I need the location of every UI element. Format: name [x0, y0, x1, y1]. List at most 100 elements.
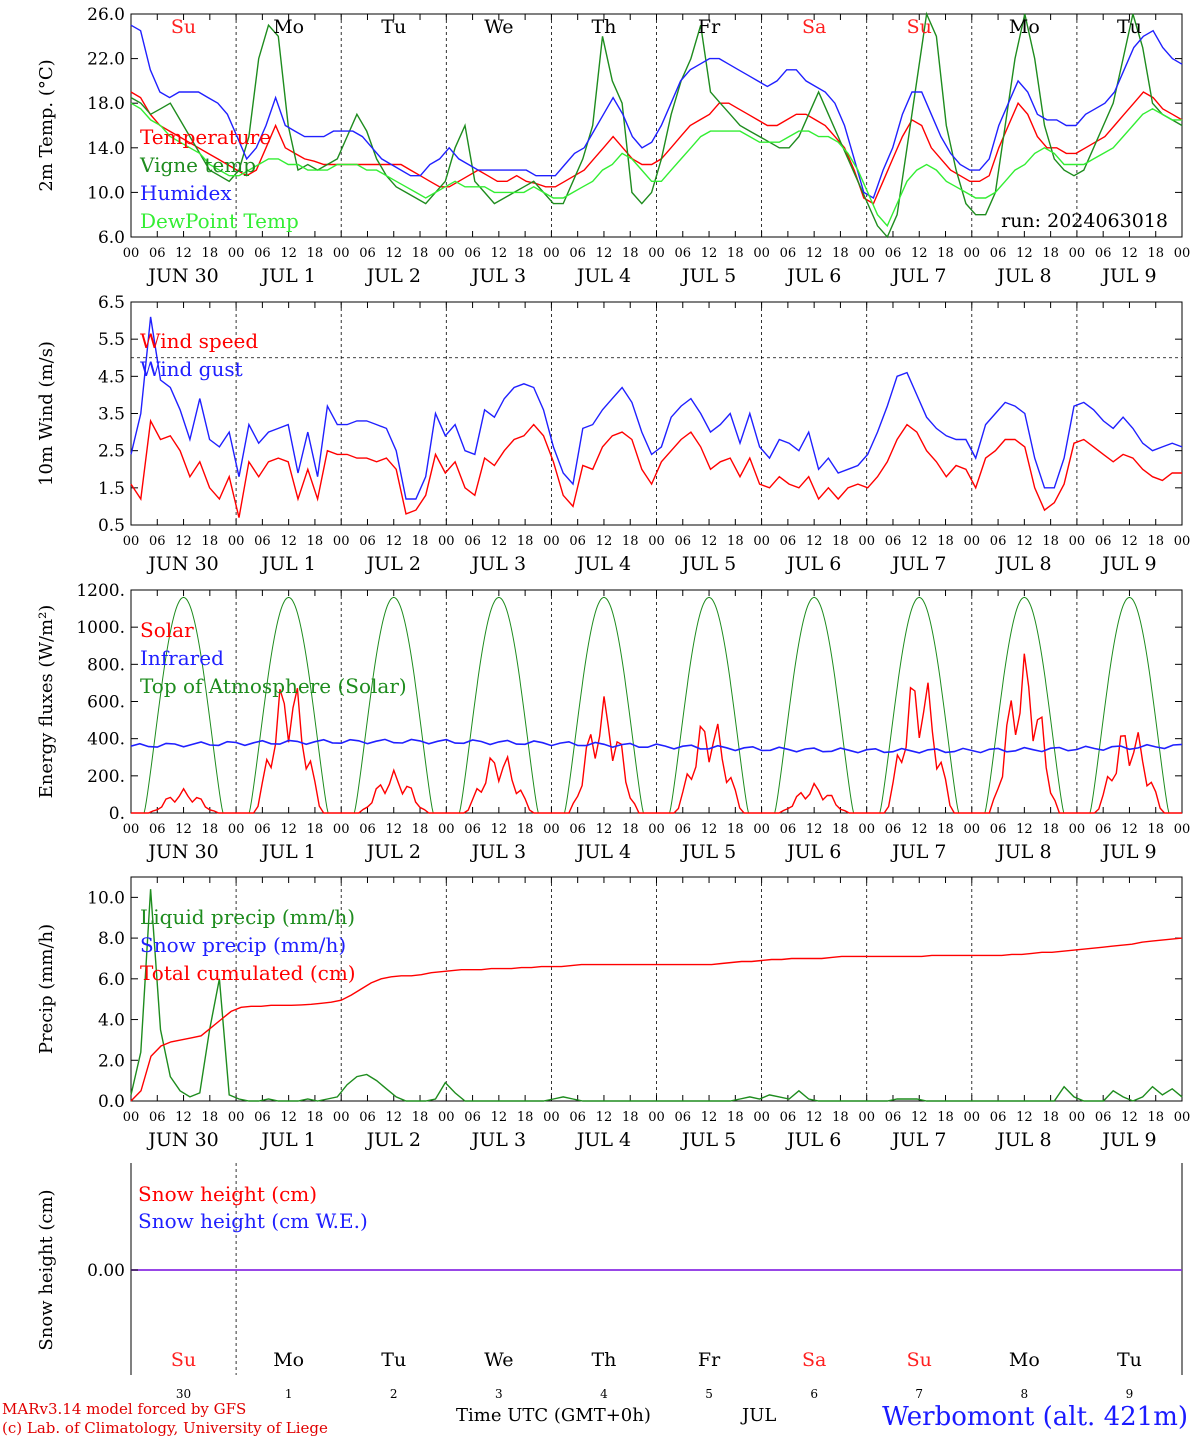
hour-tick-label: 12 — [701, 822, 718, 837]
day-number-label: 2 — [390, 1387, 398, 1401]
y-tick-label: 2.5 — [98, 442, 125, 462]
legend-solar: Solar — [140, 618, 194, 642]
hour-tick-label: 00 — [123, 1110, 140, 1125]
hour-tick-label: 12 — [596, 822, 613, 837]
hour-tick-label: 00 — [858, 534, 875, 549]
series-toa-solar — [971, 596, 1077, 814]
date-label: JUL 6 — [785, 553, 841, 575]
hour-tick-label: 18 — [1147, 246, 1164, 261]
y-tick-label: 18.0 — [87, 94, 125, 114]
date-label: JUL 8 — [995, 841, 1051, 863]
weekday-label: Tu — [381, 1349, 406, 1371]
hour-tick-label: 06 — [675, 246, 692, 261]
hour-tick-label: 18 — [517, 246, 534, 261]
hour-tick-label: 12 — [280, 246, 297, 261]
day-number-label: 6 — [810, 1387, 818, 1401]
hour-tick-label: 12 — [175, 822, 192, 837]
hour-tick-label: 06 — [149, 246, 166, 261]
legend-total-cumulated-cm-: Total cumulated (cm) — [140, 961, 356, 985]
hour-tick-label: 00 — [964, 1110, 981, 1125]
weekday-label: Mo — [273, 16, 304, 38]
hour-tick-label: 00 — [438, 1110, 455, 1125]
hour-tick-label: 06 — [1095, 246, 1112, 261]
hour-tick-label: 18 — [622, 246, 639, 261]
hour-tick-label: 12 — [806, 822, 823, 837]
weekday-label: We — [484, 1349, 513, 1371]
hour-tick-label: 06 — [464, 1110, 481, 1125]
time-axis-label: Time UTC (GMT+0h) — [456, 1405, 651, 1426]
hour-tick-label: 06 — [359, 534, 376, 549]
y-tick-label: 200. — [87, 767, 125, 787]
hour-tick-label: 00 — [1174, 534, 1191, 549]
y-axis-title: Snow height (cm) — [36, 1189, 57, 1350]
hour-tick-label: 06 — [1095, 1110, 1112, 1125]
hour-tick-label: 06 — [254, 246, 271, 261]
hour-tick-label: 12 — [1121, 246, 1138, 261]
hour-tick-label: 00 — [543, 1110, 560, 1125]
series-total-cumulated — [130, 937, 1183, 1102]
hour-tick-label: 18 — [727, 1110, 744, 1125]
hour-tick-label: 12 — [911, 246, 928, 261]
legend-snow-height-cm-: Snow height (cm) — [138, 1182, 317, 1206]
hour-tick-label: 00 — [648, 534, 665, 549]
y-axis-title: Precip (mm/h) — [36, 924, 57, 1054]
hour-tick-label: 06 — [990, 822, 1007, 837]
legend-dewpoint-temp: DewPoint Temp — [140, 209, 299, 233]
hour-tick-label: 06 — [359, 1110, 376, 1125]
y-tick-label: 1000. — [76, 618, 125, 638]
weekday-label: Tu — [1117, 1349, 1142, 1371]
hour-tick-label: 00 — [1069, 534, 1086, 549]
hour-tick-label: 12 — [1016, 534, 1033, 549]
date-label: JUL 4 — [575, 553, 631, 575]
hour-tick-label: 06 — [780, 246, 797, 261]
hour-tick-label: 00 — [543, 246, 560, 261]
series-wind-speed — [130, 418, 1182, 518]
hour-tick-label: 18 — [727, 246, 744, 261]
hour-tick-label: 00 — [964, 534, 981, 549]
weekday-label: Su — [907, 1349, 932, 1371]
weekday-label: Fr — [698, 1349, 721, 1371]
date-label: JUL 4 — [575, 1129, 631, 1151]
hour-tick-label: 12 — [491, 246, 508, 261]
hour-tick-label: 18 — [517, 1110, 534, 1125]
day-number-label: 30 — [176, 1387, 191, 1401]
hour-tick-label: 18 — [622, 534, 639, 549]
date-label: JUL 3 — [470, 1129, 526, 1151]
hour-tick-label: 18 — [1042, 822, 1059, 837]
legend-vigne-temp: Vigne temp — [139, 153, 256, 177]
hour-tick-label: 00 — [858, 822, 875, 837]
series-liquid-precip — [130, 889, 1183, 1102]
hour-tick-label: 18 — [622, 1110, 639, 1125]
hour-tick-label: 12 — [385, 822, 402, 837]
hour-tick-label: 18 — [937, 822, 954, 837]
weekday-label: Sa — [802, 16, 826, 38]
hour-tick-label: 12 — [280, 1110, 297, 1125]
series-toa-solar — [866, 596, 972, 814]
hour-tick-label: 12 — [175, 246, 192, 261]
hour-tick-label: 06 — [569, 1110, 586, 1125]
y-tick-label: 2.0 — [98, 1051, 125, 1071]
hour-tick-label: 12 — [1016, 1110, 1033, 1125]
date-label: JUL 7 — [890, 553, 946, 575]
hour-tick-label: 12 — [385, 534, 402, 549]
hour-tick-label: 00 — [858, 246, 875, 261]
hour-tick-label: 00 — [964, 822, 981, 837]
hour-tick-label: 06 — [1095, 822, 1112, 837]
legend-humidex: Humidex — [140, 181, 232, 205]
hour-tick-label: 06 — [675, 822, 692, 837]
hour-tick-label: 06 — [149, 534, 166, 549]
hour-tick-label: 18 — [307, 1110, 324, 1125]
hour-tick-label: 00 — [438, 822, 455, 837]
hour-tick-label: 00 — [333, 822, 350, 837]
month-label: JUL — [742, 1405, 777, 1426]
hour-tick-label: 06 — [149, 1110, 166, 1125]
y-tick-label: 6.0 — [98, 228, 125, 248]
hour-tick-label: 06 — [990, 534, 1007, 549]
date-label: JUN 30 — [146, 841, 218, 863]
hour-tick-label: 06 — [885, 822, 902, 837]
y-tick-label: 400. — [87, 730, 125, 750]
hour-tick-label: 12 — [175, 534, 192, 549]
date-label: JUL 5 — [680, 1129, 736, 1151]
copyright-credit: (c) Lab. of Climatology, University of L… — [2, 1419, 328, 1437]
